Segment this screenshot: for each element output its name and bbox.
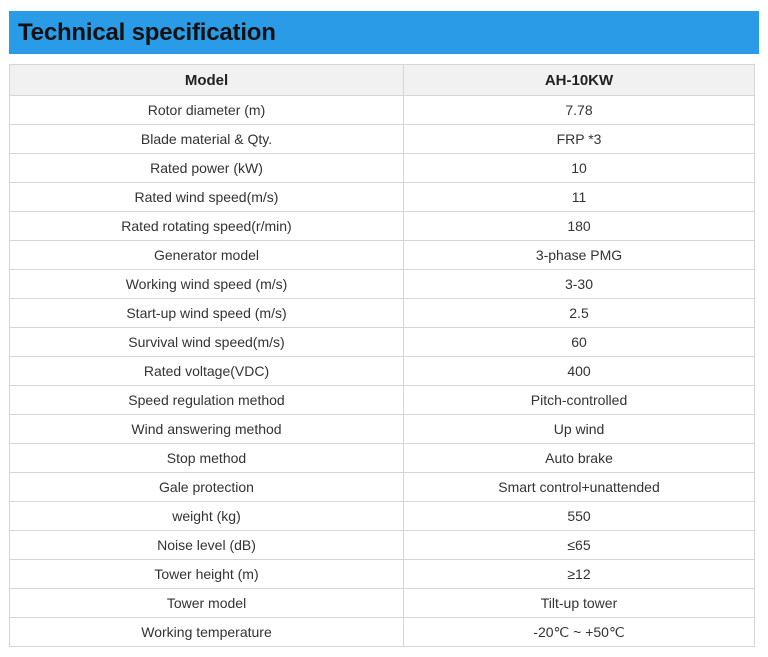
spec-table: Model AH-10KW Rotor diameter (m) 7.78 Bl… — [9, 64, 755, 647]
table-row: Generator model 3-phase PMG — [9, 240, 755, 270]
table-row: weight (kg) 550 — [9, 501, 755, 531]
table-header-row: Model AH-10KW — [9, 64, 755, 96]
section-header-bar: Technical specification — [9, 11, 759, 54]
spec-name: weight (kg) — [9, 501, 404, 531]
spec-name: Rotor diameter (m) — [9, 95, 404, 125]
spec-value: FRP *3 — [403, 124, 755, 154]
spec-value: ≤65 — [403, 530, 755, 560]
spec-name: Noise level (dB) — [9, 530, 404, 560]
spec-name: Working wind speed (m/s) — [9, 269, 404, 299]
table-row: Wind answering method Up wind — [9, 414, 755, 444]
spec-name: Tower height (m) — [9, 559, 404, 589]
section-title: Technical specification — [18, 18, 276, 46]
table-row: Gale protection Smart control+unattended — [9, 472, 755, 502]
spec-value: 10 — [403, 153, 755, 183]
spec-name: Speed regulation method — [9, 385, 404, 415]
table-row: Rated voltage(VDC) 400 — [9, 356, 755, 386]
table-row: Rated wind speed(m/s) 11 — [9, 182, 755, 212]
table-row: Survival wind speed(m/s) 60 — [9, 327, 755, 357]
spec-value: 180 — [403, 211, 755, 241]
spec-name: Generator model — [9, 240, 404, 270]
spec-value: 3-30 — [403, 269, 755, 299]
spec-name: Working temperature — [9, 617, 404, 647]
spec-name: Gale protection — [9, 472, 404, 502]
spec-name: Wind answering method — [9, 414, 404, 444]
spec-name: Stop method — [9, 443, 404, 473]
spec-value: 400 — [403, 356, 755, 386]
spec-name: Tower model — [9, 588, 404, 618]
table-row: Rated power (kW) 10 — [9, 153, 755, 183]
spec-name: Survival wind speed(m/s) — [9, 327, 404, 357]
spec-name: Rated rotating speed(r/min) — [9, 211, 404, 241]
spec-name: Rated voltage(VDC) — [9, 356, 404, 386]
spec-name: Rated wind speed(m/s) — [9, 182, 404, 212]
spec-value: 7.78 — [403, 95, 755, 125]
spec-value: 2.5 — [403, 298, 755, 328]
table-row: Tower height (m) ≥12 — [9, 559, 755, 589]
spec-value: 60 — [403, 327, 755, 357]
spec-name: Rated power (kW) — [9, 153, 404, 183]
spec-value: Pitch-controlled — [403, 385, 755, 415]
spec-value: Up wind — [403, 414, 755, 444]
table-row: Tower model Tilt-up tower — [9, 588, 755, 618]
table-row: Blade material & Qty. FRP *3 — [9, 124, 755, 154]
table-row: Working temperature -20℃ ~ +50℃ — [9, 617, 755, 647]
spec-value: -20℃ ~ +50℃ — [403, 617, 755, 647]
spec-name: Start-up wind speed (m/s) — [9, 298, 404, 328]
spec-name: Blade material & Qty. — [9, 124, 404, 154]
spec-value: Auto brake — [403, 443, 755, 473]
spec-value: Smart control+unattended — [403, 472, 755, 502]
table-row: Rotor diameter (m) 7.78 — [9, 95, 755, 125]
spec-value: ≥12 — [403, 559, 755, 589]
spec-value: 550 — [403, 501, 755, 531]
table-row: Working wind speed (m/s) 3-30 — [9, 269, 755, 299]
spec-value: 3-phase PMG — [403, 240, 755, 270]
spec-value: Tilt-up tower — [403, 588, 755, 618]
table-row: Noise level (dB) ≤65 — [9, 530, 755, 560]
table-row: Stop method Auto brake — [9, 443, 755, 473]
column-header-model: Model — [9, 64, 404, 96]
table-row: Start-up wind speed (m/s) 2.5 — [9, 298, 755, 328]
table-row: Rated rotating speed(r/min) 180 — [9, 211, 755, 241]
spec-value: 11 — [403, 182, 755, 212]
column-header-model-value: AH-10KW — [403, 64, 755, 96]
table-row: Speed regulation method Pitch-controlled — [9, 385, 755, 415]
